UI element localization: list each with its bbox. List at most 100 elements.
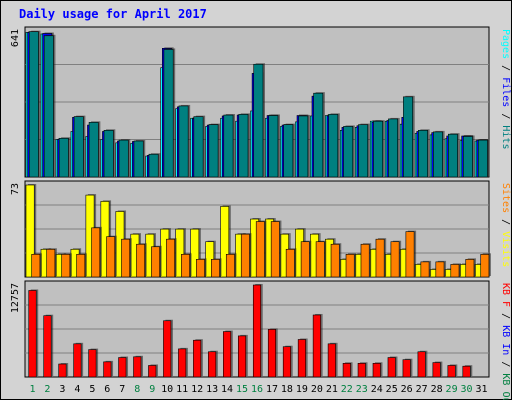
visits-sites-bar-sites-31 <box>480 254 490 278</box>
x-tick-label-2: 2 <box>44 384 50 395</box>
hits-files-pages-bar-pages-29 <box>447 133 458 178</box>
hits-files-pages-bar-pages-9 <box>148 153 159 178</box>
visits-sites-bar-sites-3 <box>61 254 71 278</box>
hits-files-pages-bar-pages-22 <box>343 126 354 178</box>
visits-sites-bar-sites-14 <box>225 254 235 278</box>
x-tick-label-10: 10 <box>161 384 173 395</box>
hits-files-pages-bar-pages-24 <box>373 120 384 178</box>
visits-sites-bar-sites-2 <box>46 248 56 278</box>
hits-files-pages-bar-pages-5 <box>88 122 99 178</box>
x-tick-label-12: 12 <box>191 384 203 395</box>
visits-sites-bar-sites-18 <box>285 248 295 278</box>
visits-sites-bar-sites-15 <box>240 233 250 278</box>
kbytes-bar-kb-f-2 <box>43 315 52 378</box>
visits-sites-bar-sites-16 <box>255 221 265 278</box>
legend-entry: Visits <box>500 231 511 267</box>
visits-sites-legend: Sites / Visits <box>500 183 511 267</box>
hits-files-pages-bar-pages-4 <box>73 116 84 178</box>
x-tick-label-19: 19 <box>296 384 308 395</box>
legend-entry: Pages <box>500 29 511 59</box>
visits-sites-bar-sites-27 <box>420 261 430 278</box>
kbytes-bar-kb-f-24 <box>372 362 381 378</box>
visits-sites-bar-sites-25 <box>390 241 400 278</box>
x-tick-label-1: 1 <box>29 384 35 395</box>
kbytes-legend: KB F / KB In / KB Out <box>500 283 511 400</box>
x-tick-label-17: 17 <box>266 384 278 395</box>
visits-sites-bar-sites-13 <box>211 259 220 278</box>
x-tick-label-14: 14 <box>221 384 233 395</box>
x-tick-label-25: 25 <box>386 384 398 395</box>
hits-files-pages-bar-pages-20 <box>313 92 324 178</box>
visits-sites-bar-sites-7 <box>121 238 131 278</box>
hits-files-pages-bar-pages-13 <box>208 124 219 178</box>
legend-entry: / <box>500 113 511 119</box>
kbytes-bar-kb-f-5 <box>88 349 97 378</box>
hits-files-pages-bar-pages-2 <box>43 35 54 178</box>
kbytes-bar-kb-f-26 <box>402 359 411 378</box>
x-tick-label-22: 22 <box>341 384 353 395</box>
hits-files-pages-bar-pages-8 <box>133 140 144 178</box>
visits-sites-bar-sites-29 <box>450 264 460 278</box>
visits-sites-bar-visits-14 <box>220 206 230 278</box>
x-tick-label-4: 4 <box>74 384 80 395</box>
legend-entry: / <box>500 313 511 319</box>
visits-sites-bar-sites-1 <box>31 254 41 278</box>
x-tick-label-11: 11 <box>176 384 188 395</box>
x-tick-label-18: 18 <box>281 384 293 395</box>
visits-sites-bar-sites-26 <box>405 231 415 278</box>
visits-sites-bar-sites-12 <box>196 259 205 278</box>
visits-sites-bar-sites-8 <box>136 243 145 278</box>
hits-files-pages-bar-pages-3 <box>58 137 69 178</box>
hits-files-pages-bar-pages-21 <box>328 114 339 178</box>
hits-files-pages-bar-pages-11 <box>178 105 189 178</box>
x-tick-label-20: 20 <box>311 384 323 395</box>
kbytes-bar-kb-f-23 <box>357 362 366 378</box>
visits-sites-bar-sites-9 <box>151 246 160 278</box>
kbytes-bar-kb-f-16 <box>252 284 262 378</box>
kbytes-bar-kb-f-6 <box>103 361 112 378</box>
x-tick-label-27: 27 <box>416 384 428 395</box>
kbytes-bar-kb-f-18 <box>282 346 291 378</box>
hits-files-pages-bar-pages-17 <box>268 115 279 178</box>
x-tick-label-16: 16 <box>251 384 263 395</box>
x-tick-label-24: 24 <box>371 384 383 395</box>
visits-sites-bar-visits-12 <box>190 228 200 278</box>
kbytes-bar-kb-f-4 <box>73 343 82 378</box>
kbytes-ymax-label: 12757 <box>10 283 21 313</box>
x-tick-label-23: 23 <box>356 384 368 395</box>
kbytes-bar-kb-f-8 <box>133 356 142 378</box>
legend-entry: Sites <box>500 183 511 213</box>
kbytes-bar-kb-f-29 <box>447 365 456 378</box>
kbytes-bar-kb-f-15 <box>237 335 247 378</box>
kbytes-bar-kb-f-7 <box>118 357 127 378</box>
x-tick-label-29: 29 <box>446 384 458 395</box>
kbytes-bar-kb-f-21 <box>327 343 336 378</box>
hits-files-pages-ymax-label: 641 <box>10 29 21 47</box>
hits-files-pages-bar-pages-12 <box>193 116 204 178</box>
visits-sites-bar-sites-22 <box>345 254 355 278</box>
kbytes-bar-kb-f-1 <box>28 290 37 378</box>
x-tick-label-6: 6 <box>104 384 110 395</box>
legend-entry: Hits <box>500 125 511 149</box>
hits-files-pages-bar-pages-28 <box>433 131 443 178</box>
hits-files-pages-legend: Pages / Files / Hits <box>500 29 511 150</box>
visits-sites-bar-sites-6 <box>106 236 116 278</box>
visits-sites-bar-sites-20 <box>315 241 325 278</box>
visits-sites-ymax-label: 73 <box>10 183 21 195</box>
x-tick-label-9: 9 <box>149 384 155 395</box>
legend-entry: KB Out <box>500 373 511 400</box>
legend-entry: Files <box>500 77 511 107</box>
kbytes-bar-kb-f-28 <box>432 362 441 378</box>
hits-files-pages-bar-pages-18 <box>283 124 294 178</box>
hits-files-pages-bar-pages-26 <box>403 96 413 178</box>
visits-sites-bar-sites-24 <box>375 238 385 278</box>
hits-files-pages-bar-pages-30 <box>462 136 473 178</box>
kbytes-bar-kb-f-14 <box>223 331 232 378</box>
hits-files-pages-bar-pages-31 <box>477 139 488 178</box>
kbytes-bar-kb-f-13 <box>208 351 217 378</box>
visits-sites-bar-sites-23 <box>360 243 370 278</box>
kbytes-bar-kb-f-11 <box>178 348 187 378</box>
legend-entry: / <box>500 219 511 225</box>
kbytes-bar-kb-f-9 <box>148 365 157 378</box>
